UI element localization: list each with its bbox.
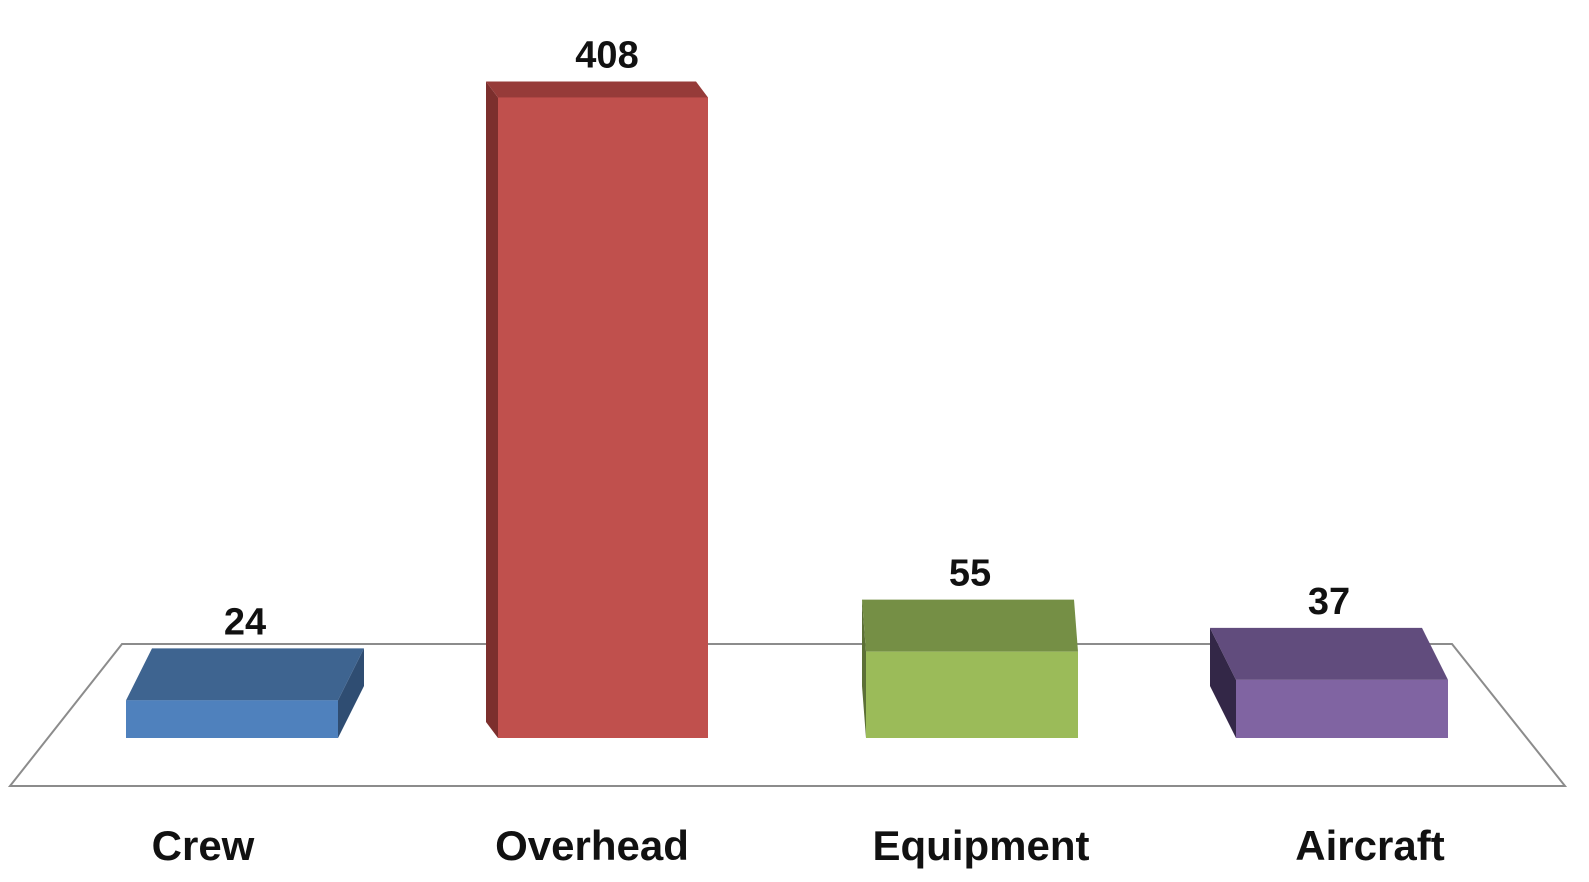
- data-label: 408: [575, 34, 638, 76]
- category-label: Equipment: [873, 822, 1090, 869]
- bar-front-face: [866, 651, 1078, 738]
- category-label: Overhead: [495, 822, 689, 869]
- bar-side-face: [1210, 627, 1236, 738]
- data-label: 24: [224, 601, 266, 643]
- bar-side-face: [338, 648, 364, 738]
- bars-group: [126, 81, 1448, 738]
- bar-top-face: [1210, 627, 1448, 680]
- bar-overhead: [486, 81, 708, 738]
- bar-equipment: [862, 599, 1078, 738]
- bar-side-face: [862, 599, 866, 738]
- category-labels-group: Crew Overhead Equipment Aircraft: [152, 822, 1445, 869]
- category-label: Crew: [152, 822, 255, 869]
- category-label: Aircraft: [1295, 822, 1444, 869]
- bar-front-face: [1236, 679, 1448, 738]
- data-label: 37: [1308, 581, 1350, 623]
- data-label: 55: [949, 553, 991, 595]
- bar-top-face: [486, 81, 708, 98]
- bar-front-face: [498, 97, 708, 738]
- bar-side-face: [486, 81, 498, 738]
- value-labels-group: 24 408 55 37: [224, 34, 1350, 643]
- bar-front-face: [126, 700, 338, 738]
- bar-top-face: [862, 599, 1078, 652]
- bar-crew: [126, 648, 364, 738]
- bar-top-face: [126, 648, 364, 701]
- bar-aircraft: [1210, 627, 1448, 738]
